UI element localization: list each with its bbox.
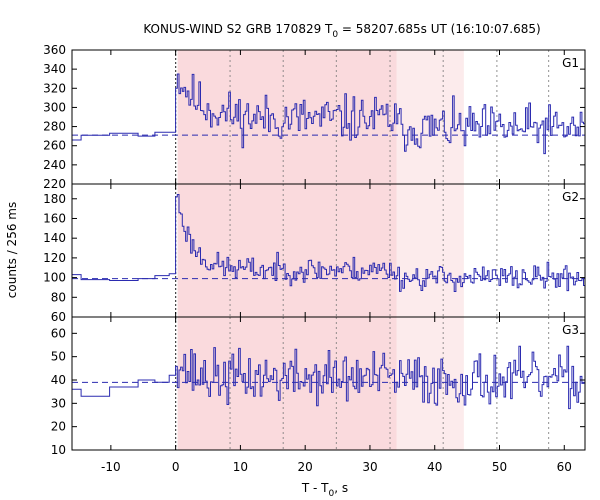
y-tick-label: 140 bbox=[43, 231, 66, 245]
y-tick-label: 320 bbox=[43, 81, 66, 95]
shaded-region-1 bbox=[177, 184, 397, 317]
y-tick-label: 120 bbox=[43, 251, 66, 265]
shaded-region-2 bbox=[396, 184, 464, 317]
y-tick-label: 280 bbox=[43, 120, 66, 134]
y-tick-label: 160 bbox=[43, 211, 66, 225]
y-tick-label: 100 bbox=[43, 271, 66, 285]
x-tick-label: 40 bbox=[427, 460, 442, 474]
y-tick-label: 30 bbox=[51, 396, 66, 410]
light-curve-g2 bbox=[72, 194, 585, 292]
y-tick-label: 60 bbox=[51, 326, 66, 340]
y-tick-label: 60 bbox=[51, 310, 66, 324]
y-tick-label: 180 bbox=[43, 192, 66, 206]
panel-frame bbox=[71, 316, 586, 451]
y-tick-label: 300 bbox=[43, 100, 66, 114]
panel-label-g3: G3 bbox=[562, 323, 579, 337]
y-tick-label: 20 bbox=[51, 420, 66, 434]
x-tick-label: 60 bbox=[557, 460, 572, 474]
y-tick-label: 260 bbox=[43, 139, 66, 153]
y-tick-label: 80 bbox=[51, 290, 66, 304]
panel-g3: 10 20 30 40 50 60 G3 bbox=[51, 316, 586, 457]
x-axis-label: T - T0, s bbox=[301, 481, 348, 499]
x-tick-label: 30 bbox=[362, 460, 377, 474]
y-tick-label: 50 bbox=[51, 350, 66, 364]
y-tick-label: 360 bbox=[43, 43, 66, 57]
chart-title: KONUS-WIND S2 GRB 170829 T0 = 58207.685s… bbox=[143, 22, 540, 40]
y-tick-label: 220 bbox=[43, 177, 66, 191]
x-tick-label: 20 bbox=[298, 460, 313, 474]
y-axis-label: counts / 256 ms bbox=[5, 202, 19, 298]
y-tick-label: 240 bbox=[43, 158, 66, 172]
y-tick-label: 40 bbox=[51, 373, 66, 387]
panel-g2: 60 80 100 120 140 160 180 G2 bbox=[43, 183, 586, 324]
light-curve-g1 bbox=[72, 73, 585, 155]
y-tick-label: 10 bbox=[51, 443, 66, 457]
panel-g1: 220 240 260 280 300 320 340 360 G1 bbox=[43, 43, 586, 191]
x-tick-label: 0 bbox=[172, 460, 180, 474]
x-tick-label: -10 bbox=[101, 460, 121, 474]
panel-label-g2: G2 bbox=[562, 190, 579, 204]
x-tick-label: 50 bbox=[492, 460, 507, 474]
panels-layer: 220240260280300320340360G160801001201401… bbox=[43, 43, 586, 474]
panel-label-g1: G1 bbox=[562, 56, 579, 70]
light-curve-g3 bbox=[72, 345, 585, 410]
x-tick-label: 10 bbox=[233, 460, 248, 474]
y-tick-label: 340 bbox=[43, 62, 66, 76]
